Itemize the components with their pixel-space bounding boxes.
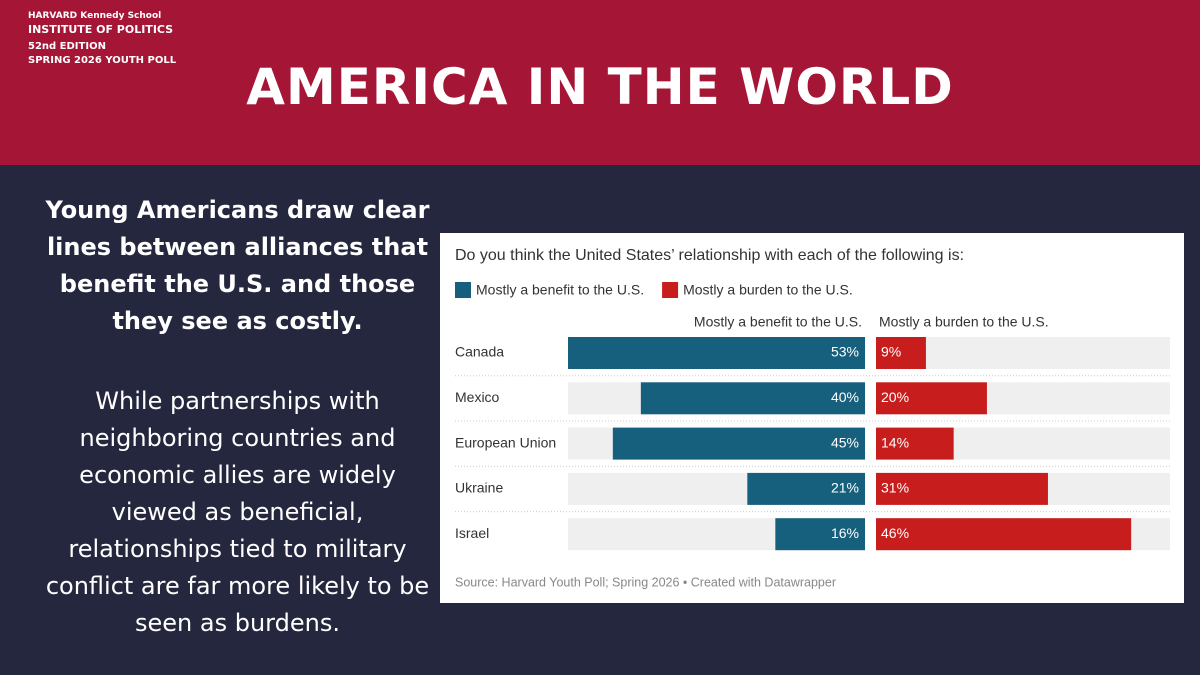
bar [775,518,865,551]
value-label: 45% [831,434,859,450]
value-label: 16% [831,525,859,541]
header: HARVARD Kennedy School INSTITUTE OF POLI… [0,0,1200,165]
bar [612,427,865,460]
value-label: 40% [831,389,859,405]
category-label: Ukraine [455,480,503,496]
poll-name: SPRING 2026 YOUTH POLL [28,55,177,66]
category-label: Canada [455,344,504,360]
body-text: While partnerships with neighboring coun… [45,387,430,637]
category-label: European Union [455,434,556,450]
source: Source: Harvard Youth Poll; Spring 2026 … [455,575,836,589]
bar [747,472,865,505]
edition: 52nd EDITION [28,41,106,52]
category-label: Mexico [455,389,500,405]
value-label: 21% [831,480,859,496]
value-label: 31% [881,480,909,496]
chart-title: Do you think the United States’ relation… [455,247,964,264]
bar [876,472,1048,505]
chart: Do you think the United States’ relation… [440,233,1184,603]
category-label: Israel [455,525,489,541]
bar [876,518,1132,551]
legend-swatch [455,282,471,298]
institute-name: INSTITUTE OF POLITICS [28,23,174,36]
legend-label: Mostly a benefit to the U.S. [476,282,644,298]
legend-label: Mostly a burden to the U.S. [683,282,853,298]
bar [876,382,987,415]
column-header: Mostly a benefit to the U.S. [694,314,862,330]
column-header: Mostly a burden to the U.S. [879,314,1049,330]
value-label: 53% [831,344,859,360]
value-label: 46% [881,525,909,541]
bar [568,337,865,369]
value-label: 14% [881,434,909,450]
school-name: HARVARD Kennedy School [28,11,162,21]
headline: Young Americans draw clear lines between… [45,196,430,335]
legend-swatch [662,282,679,298]
slide-title: AMERICA IN THE WORLD [246,58,954,116]
value-label: 9% [881,344,901,360]
bar [640,382,865,415]
value-label: 20% [881,389,909,405]
bar [876,337,926,369]
bar [876,427,954,460]
